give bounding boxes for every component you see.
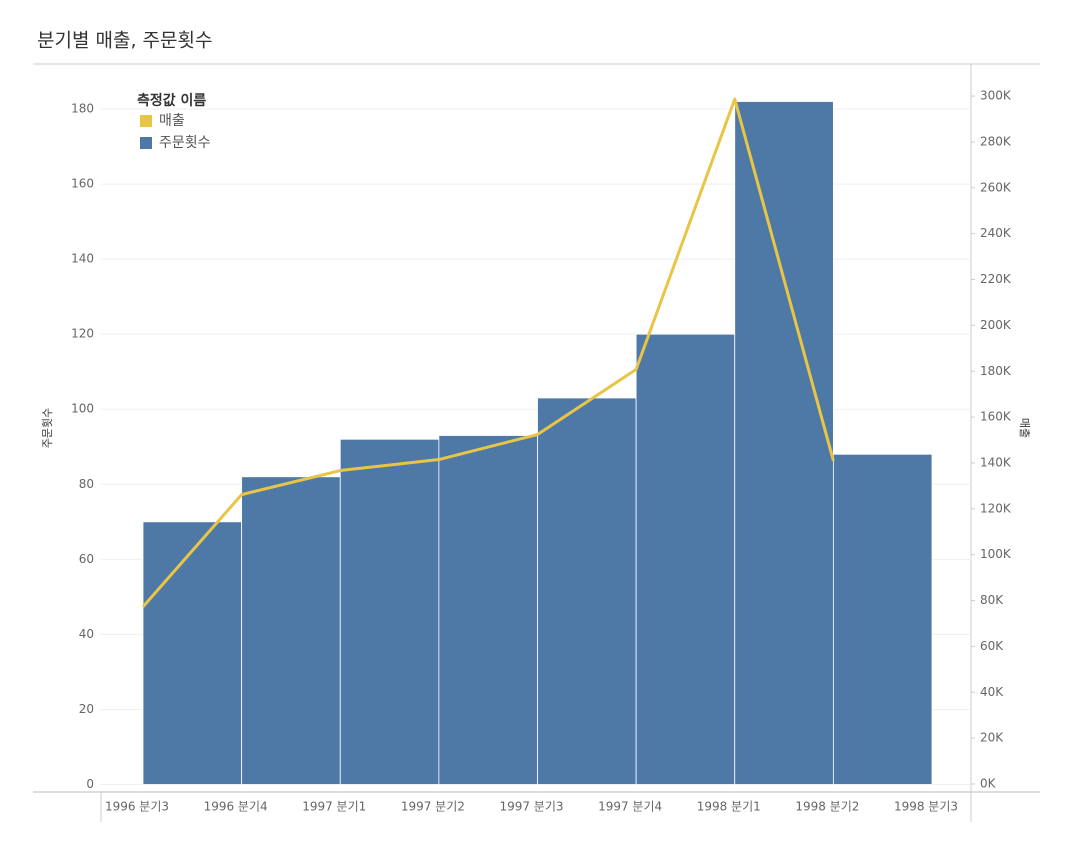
y2-tick-label: 240K	[980, 226, 1012, 240]
y-tick-label: 100	[71, 402, 94, 416]
y2-tick-label: 180K	[980, 364, 1012, 378]
y2-tick-label: 120K	[980, 501, 1012, 515]
y2-tick-label: 300K	[980, 89, 1012, 103]
y-tick-label: 40	[79, 627, 94, 641]
y2-tick-label: 160K	[980, 410, 1012, 424]
legend-label: 주문횟수	[159, 135, 211, 151]
y2-tick-label: 280K	[980, 134, 1012, 148]
chart-title: 분기별 매출, 주문횟수	[37, 30, 212, 52]
line	[141, 97, 835, 608]
x-tick-label: 1998 분기3	[894, 800, 958, 814]
x-tick-label: 1997 분기1	[302, 800, 366, 814]
x-tick-label: 1996 분기4	[204, 800, 268, 814]
y-tick-label: 0	[86, 777, 94, 791]
y2-tick-label: 60K	[980, 639, 1004, 653]
x-tick-label: 1997 분기3	[499, 800, 563, 814]
legend-swatch	[140, 137, 152, 149]
y2-tick-label: 100K	[980, 547, 1012, 561]
y-tick-label: 80	[79, 477, 94, 491]
bar	[537, 397, 637, 785]
bar	[241, 476, 341, 785]
y-tick-label: 160	[71, 177, 94, 191]
y2-axis-title: 매출	[1018, 418, 1031, 438]
bar	[635, 333, 736, 785]
y2-tick-label: 0K	[980, 776, 997, 790]
y2-tick-label: 80K	[980, 593, 1004, 607]
legend-label: 매출	[159, 113, 185, 129]
y-tick-label: 180	[71, 102, 94, 116]
bar	[339, 438, 440, 785]
x-tick-label: 1996 분기3	[105, 800, 169, 814]
legend-swatch	[140, 115, 152, 127]
y-axis-title: 주문횟수	[41, 408, 54, 448]
y-tick-label: 20	[79, 702, 94, 716]
bar	[438, 435, 538, 785]
y2-tick-label: 200K	[980, 318, 1012, 332]
bar	[832, 453, 933, 785]
y2-tick-label: 260K	[980, 180, 1012, 194]
bar	[734, 101, 834, 785]
y2-tick-label: 40K	[980, 685, 1004, 699]
y2-tick-label: 220K	[980, 272, 1012, 286]
bar	[142, 521, 243, 785]
marks	[141, 97, 933, 785]
x-tick-label: 1997 분기4	[598, 800, 662, 814]
x-tick-label: 1997 분기2	[401, 800, 465, 814]
y-tick-label: 140	[71, 252, 94, 266]
y2-tick-label: 20K	[980, 731, 1004, 745]
x-tick-label: 1998 분기2	[795, 800, 859, 814]
x-tick-label: 1998 분기1	[697, 800, 761, 814]
legend-title: 측정값 이름	[137, 92, 206, 109]
y2-tick-label: 140K	[980, 455, 1012, 469]
y-tick-label: 120	[71, 327, 94, 341]
y-tick-label: 60	[79, 552, 94, 566]
